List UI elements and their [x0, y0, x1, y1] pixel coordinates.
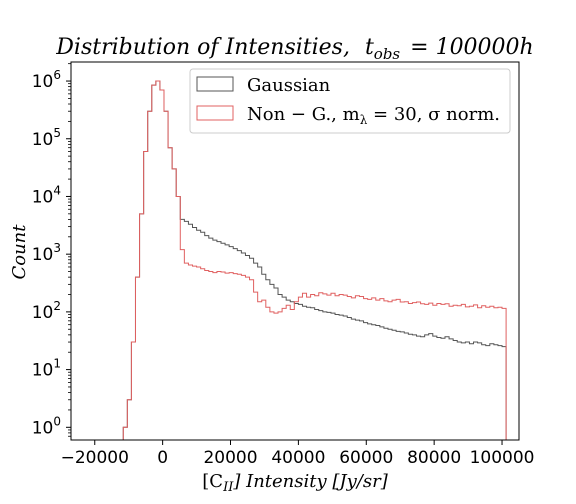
y-tick-label: 104 — [32, 183, 61, 207]
x-tick-label: 0 — [157, 448, 168, 468]
chart-title-rest: = 100000h — [410, 35, 534, 60]
legend-label-gaussian: Gaussian — [247, 75, 331, 96]
series-layer — [94, 80, 507, 441]
legend-label-nongaussian-main: Non − G., m — [247, 104, 360, 125]
y-tick-label: 101 — [32, 357, 61, 381]
y-tick-label: 102 — [32, 299, 61, 323]
series-nongaussian-step — [94, 80, 507, 441]
chart-title-subscript: obs — [374, 45, 401, 63]
plot-frame — [70, 61, 520, 441]
x-axis-label-subscript: II — [222, 480, 234, 495]
series-gaussian-step — [94, 80, 507, 441]
legend-box — [189, 68, 511, 134]
x-tick-label: 80000 — [407, 448, 461, 468]
x-axis-label: [CII] Intensity [Jy/sr] — [202, 471, 388, 495]
x-axis: −20000 0 20000 40000 60000 80000 100000 — [61, 440, 535, 468]
y-axis-label: Count — [9, 224, 30, 280]
x-axis-label-post: ] Intensity [Jy/sr] — [232, 471, 388, 492]
y-tick-label: 106 — [32, 68, 61, 92]
legend: Gaussian Non − G., mλ = 30, σ norm. — [189, 68, 511, 134]
x-tick-label: 40000 — [271, 448, 325, 468]
legend-label-nongaussian-rest: = 30, σ norm. — [367, 104, 500, 125]
y-tick-label: 103 — [32, 241, 61, 265]
legend-swatch-gaussian — [196, 76, 234, 92]
y-tick-label: 105 — [32, 126, 61, 150]
legend-label-nongaussian-sub: λ — [360, 113, 368, 127]
x-tick-label: −20000 — [61, 448, 129, 468]
x-axis-label-pre: [C — [202, 471, 223, 492]
legend-swatch-nongaussian — [196, 105, 234, 121]
chart-title-variable: t — [365, 35, 374, 60]
x-tick-label: 100000 — [470, 448, 535, 468]
chart-title-main: Distribution of Intensities, — [55, 35, 350, 60]
x-tick-label: 60000 — [339, 448, 393, 468]
legend-label-nongaussian: Non − G., mλ = 30, σ norm. — [247, 104, 500, 127]
x-tick-label: 20000 — [203, 448, 257, 468]
chart-title: Distribution of Intensities, tobs = 10000… — [55, 35, 533, 63]
y-axis: 100 101 102 103 104 105 106 — [32, 63, 71, 438]
y-tick-label: 100 — [32, 414, 61, 438]
